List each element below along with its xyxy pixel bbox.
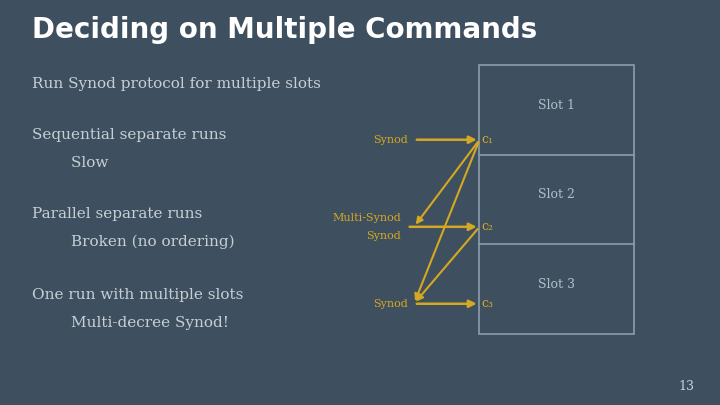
Text: Multi-Synod: Multi-Synod <box>333 213 401 223</box>
Text: Synod: Synod <box>374 135 408 145</box>
Text: Sequential separate runs: Sequential separate runs <box>32 128 227 142</box>
Text: Deciding on Multiple Commands: Deciding on Multiple Commands <box>32 16 538 44</box>
Bar <box>479 65 634 334</box>
Text: Parallel separate runs: Parallel separate runs <box>32 207 202 221</box>
Text: Slot 1: Slot 1 <box>538 99 575 112</box>
Text: Synod: Synod <box>366 231 401 241</box>
Text: One run with multiple slots: One run with multiple slots <box>32 288 244 302</box>
Text: Slot 2: Slot 2 <box>538 188 575 201</box>
Text: Slot 3: Slot 3 <box>538 278 575 291</box>
Text: c₁: c₁ <box>482 133 494 146</box>
Text: Broken (no ordering): Broken (no ordering) <box>32 235 235 249</box>
Text: c₃: c₃ <box>482 297 494 310</box>
Text: c₂: c₂ <box>482 220 494 233</box>
Text: Run Synod protocol for multiple slots: Run Synod protocol for multiple slots <box>32 77 321 91</box>
Text: 13: 13 <box>679 380 695 393</box>
Text: Multi-decree Synod!: Multi-decree Synod! <box>32 316 230 330</box>
Text: Slow: Slow <box>32 156 109 170</box>
Text: Synod: Synod <box>374 299 408 309</box>
